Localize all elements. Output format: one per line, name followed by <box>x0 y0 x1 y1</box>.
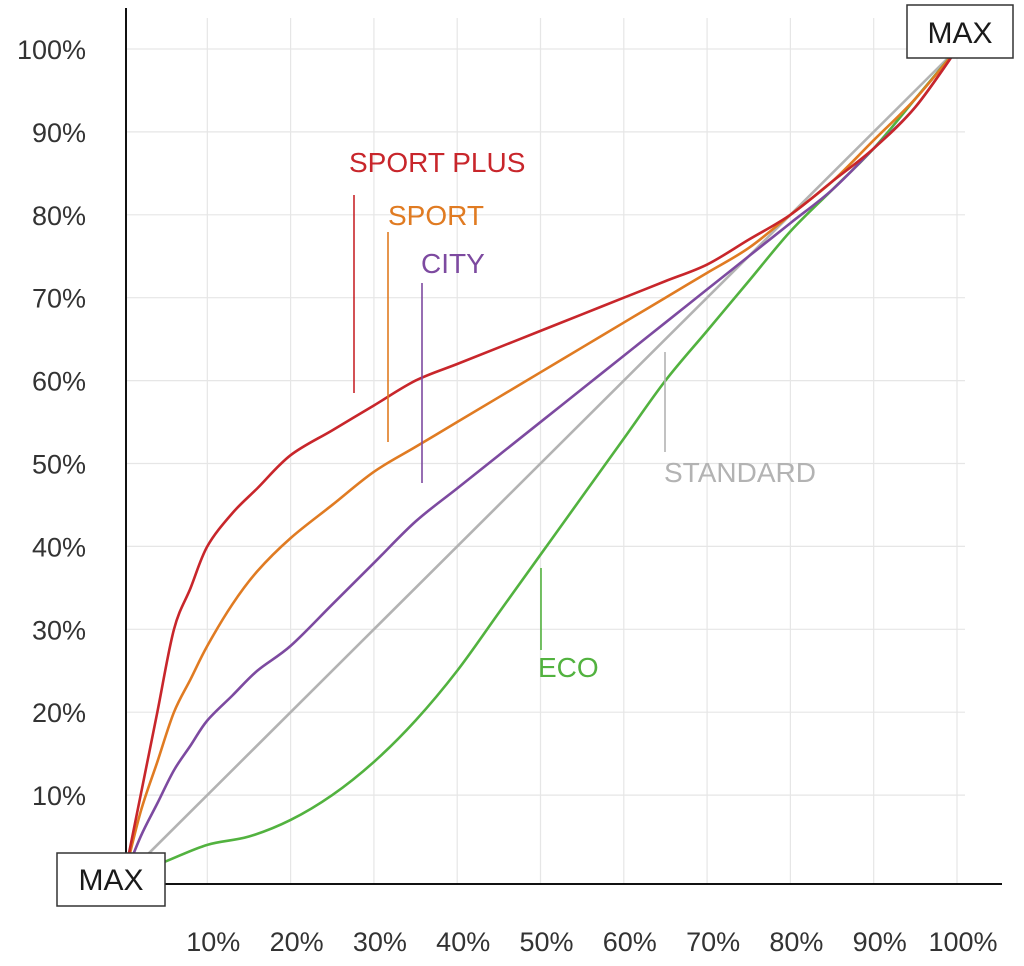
y-tick-label: 30% <box>32 615 86 645</box>
end-max-label: MAX <box>927 17 992 50</box>
x-tick-label: 90% <box>853 927 907 957</box>
y-tick-label: 50% <box>32 450 86 480</box>
x-tick-label: 70% <box>686 927 740 957</box>
axes <box>125 8 1002 885</box>
series-label-eco: ECO <box>538 652 599 683</box>
y-tick-label: 100% <box>17 35 86 65</box>
y-tick-label: 90% <box>32 118 86 148</box>
x-tick-label: 30% <box>353 927 407 957</box>
series-lines <box>122 47 959 880</box>
end-max-box: MAX <box>906 4 1014 59</box>
origin-max-label: MAX <box>78 864 143 897</box>
series-label-sport: SPORT <box>388 200 484 231</box>
series-label-sport-plus: SPORT PLUS <box>349 147 525 178</box>
series-line-sport-plus <box>122 47 959 880</box>
y-tick-label: 70% <box>32 284 86 314</box>
y-tick-label: 20% <box>32 698 86 728</box>
y-tick-label: 40% <box>32 532 86 562</box>
y-tick-label: 10% <box>32 781 86 811</box>
x-tick-label: 40% <box>436 927 490 957</box>
y-tick-label: 80% <box>32 201 86 231</box>
series-label-city: CITY <box>421 248 485 279</box>
series-labels: SPORT PLUS SPORT CITY STANDARD ECO <box>349 147 816 683</box>
x-tick-label: 80% <box>769 927 823 957</box>
series-line-standard <box>122 47 959 880</box>
x-tick-label: 50% <box>519 927 573 957</box>
y-tick-label: 60% <box>32 367 86 397</box>
series-label-standard: STANDARD <box>664 457 816 488</box>
series-line-city <box>122 47 959 880</box>
tick-labels: 10% 20% 30% 40% 50% 60% 70% 80% 90% 100% 10% 20% 30%… <box>17 35 998 957</box>
x-tick-label: 100% <box>928 927 997 957</box>
x-tick-label: 10% <box>186 927 240 957</box>
x-tick-label: 20% <box>270 927 324 957</box>
grid <box>126 18 965 884</box>
origin-max-box: MAX <box>56 852 166 907</box>
x-tick-label: 60% <box>603 927 657 957</box>
